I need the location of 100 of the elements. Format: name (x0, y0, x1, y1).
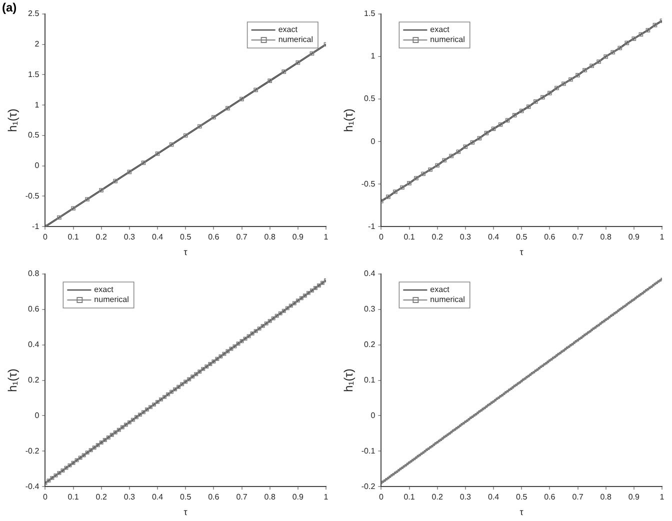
y-tick-label: -1 (32, 222, 40, 231)
point (85, 197, 90, 202)
x-axis-title: τ (520, 507, 524, 518)
x-tick-label: 0.7 (236, 492, 248, 502)
y-tick-label: 1.5 (28, 70, 40, 79)
point (183, 133, 188, 138)
x-tick-label: 0.8 (600, 232, 612, 242)
y-tick-label: -0.5 (361, 179, 376, 188)
y-tick-label: 0.8 (28, 269, 40, 278)
point (435, 163, 440, 168)
legend-label: exact (430, 285, 450, 294)
y-axis-title: h₁(τ) (6, 108, 20, 132)
point (226, 106, 230, 110)
point (491, 126, 496, 131)
y-tick-label: 0 (370, 136, 376, 146)
point (596, 59, 601, 64)
x-tick-label: 0.4 (152, 492, 164, 502)
x-tick-label: 1 (660, 232, 665, 242)
x-tick-label: 0.8 (600, 492, 612, 502)
point (442, 158, 447, 162)
point (282, 70, 286, 74)
point (57, 215, 62, 220)
point (240, 96, 244, 102)
x-tick-label: 0.8 (264, 492, 276, 502)
x-tick-label: 0 (378, 232, 384, 242)
x-tick-label: 0.8 (264, 232, 276, 242)
y-tick-label: 0 (370, 410, 376, 420)
y-tick-label: 0.6 (28, 304, 40, 314)
y-tick-label: -0.2 (25, 446, 40, 456)
x-tick-label: 0.4 (152, 232, 164, 242)
x-tick-label: 0.1 (68, 232, 80, 242)
x-tick-label: 0.3 (460, 492, 472, 502)
x-axis-title: τ (520, 247, 524, 258)
point (421, 172, 426, 176)
legend-label: exact (430, 25, 450, 34)
y-axis-title: h₁(τ) (6, 368, 20, 392)
point (414, 176, 418, 180)
y-tick-label: 0 (34, 161, 40, 170)
x-tick-label: 0.1 (404, 232, 416, 242)
legend-label: exact (94, 285, 114, 294)
x-tick-label: 0.6 (208, 492, 220, 502)
legend-label: numerical (278, 35, 314, 44)
x-tick-label: 0.1 (68, 492, 80, 502)
point (526, 104, 531, 109)
x-tick-label: 0.3 (124, 492, 136, 502)
x-tick-label: 0.4 (488, 232, 500, 242)
y-tick-label: 1.5 (364, 9, 376, 18)
point (407, 181, 412, 186)
point (576, 73, 580, 78)
x-tick-label: 0.9 (628, 232, 640, 242)
point (624, 40, 630, 46)
x-tick-label: 0.2 (432, 232, 444, 242)
x-tick-label: 0.6 (544, 232, 556, 242)
point (470, 140, 475, 145)
x-tick-label: 0 (42, 492, 48, 502)
point (393, 190, 398, 194)
y-tick-label: 0.5 (28, 130, 40, 140)
y-tick-label: 1 (370, 52, 376, 61)
x-tick-label: 0.5 (180, 232, 192, 242)
point (646, 28, 650, 32)
legend-label: numerical (430, 35, 466, 44)
x-tick-label: 0 (378, 492, 384, 502)
point (505, 118, 510, 122)
point (533, 99, 538, 104)
x-axis-title: τ (184, 507, 188, 518)
point (652, 22, 658, 28)
point (310, 51, 314, 56)
point (113, 178, 118, 184)
x-tick-label: 1 (324, 492, 329, 502)
point (141, 160, 146, 165)
point (610, 50, 616, 54)
x-tick-label: 1 (660, 492, 665, 502)
x-tick-label: 1 (324, 232, 329, 242)
x-tick-label: 0.6 (544, 492, 556, 502)
point (99, 188, 104, 192)
point (268, 78, 272, 83)
point (254, 88, 258, 92)
legend-label: numerical (94, 295, 130, 304)
y-tick-label: 0.3 (364, 304, 376, 314)
y-tick-label: 0.2 (28, 376, 40, 385)
point (386, 194, 390, 200)
y-tick-label: -0.4 (25, 482, 40, 491)
point (400, 185, 404, 190)
y-tick-label: -0.5 (25, 191, 40, 200)
point (212, 115, 216, 120)
x-tick-label: 0.3 (460, 232, 472, 242)
point (554, 86, 559, 90)
y-tick-label: 2 (34, 40, 40, 49)
point (463, 144, 468, 149)
point (296, 60, 300, 65)
x-tick-label: 0.7 (572, 232, 584, 242)
x-tick-label: 0.3 (124, 232, 136, 242)
y-tick-label: -0.1 (361, 446, 376, 456)
x-tick-label: 0.9 (292, 492, 304, 502)
y-tick-label: 0.1 (364, 376, 376, 385)
point (449, 154, 454, 158)
point (197, 124, 202, 129)
x-tick-label: 0.6 (208, 232, 220, 242)
y-tick-label: -1 (368, 222, 376, 231)
legend-label: numerical (430, 295, 466, 304)
